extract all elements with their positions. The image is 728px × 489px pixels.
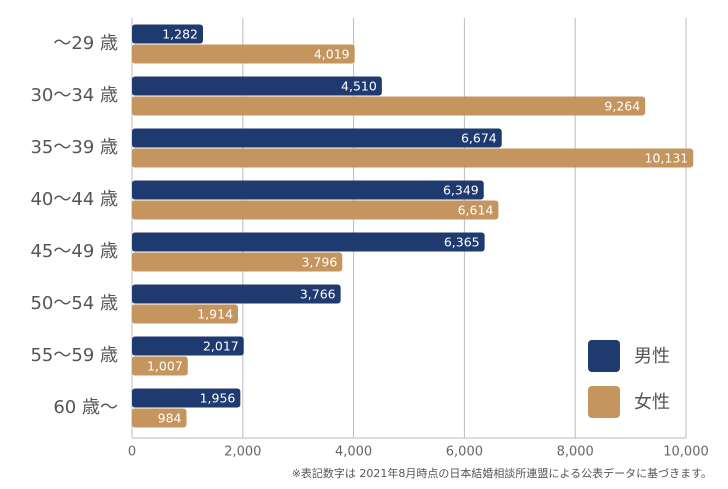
bar bbox=[132, 252, 343, 272]
value-label: 9,264 bbox=[604, 99, 640, 114]
bar bbox=[132, 336, 244, 356]
value-label: 6,614 bbox=[458, 203, 494, 218]
value-label: 10,131 bbox=[645, 151, 689, 166]
value-label: 6,674 bbox=[461, 131, 497, 146]
category-label: 40～44 歳 bbox=[30, 189, 118, 210]
x-tick-label: 10,000 bbox=[663, 445, 709, 460]
value-label: 1,007 bbox=[147, 359, 183, 374]
x-tick-label: 8,000 bbox=[557, 445, 594, 460]
category-label: ～29 歳 bbox=[53, 33, 118, 54]
footnote: ※表記数字は 2021年8月時点の日本結婚相談所連盟による公表データに基づきます… bbox=[292, 466, 712, 480]
bar bbox=[132, 200, 499, 220]
value-label: 4,019 bbox=[314, 47, 350, 62]
legend-label: 女性 bbox=[634, 392, 670, 413]
bar bbox=[132, 24, 204, 44]
legend-label: 男性 bbox=[634, 346, 670, 367]
bar bbox=[132, 408, 187, 428]
value-label: 3,766 bbox=[300, 287, 336, 302]
bar bbox=[132, 96, 646, 116]
value-label: 6,349 bbox=[443, 183, 479, 198]
value-label: 1,914 bbox=[197, 307, 233, 322]
legend-swatch bbox=[588, 386, 620, 418]
x-tick-label: 4,000 bbox=[335, 445, 372, 460]
bar bbox=[132, 180, 484, 200]
value-label: 6,365 bbox=[444, 235, 480, 250]
value-label: 2,017 bbox=[203, 339, 239, 354]
bar bbox=[132, 356, 188, 376]
category-label: 50～54 歳 bbox=[30, 293, 118, 314]
category-label: 60 歳～ bbox=[53, 397, 118, 418]
bar bbox=[132, 148, 694, 168]
bar bbox=[132, 128, 502, 148]
value-label: 1,282 bbox=[162, 27, 198, 42]
category-label: 30～34 歳 bbox=[30, 85, 118, 106]
value-label: 3,796 bbox=[302, 255, 338, 270]
value-label: 984 bbox=[158, 411, 182, 426]
category-label: 55～59 歳 bbox=[30, 345, 118, 366]
bar bbox=[132, 76, 382, 96]
bar bbox=[132, 304, 239, 324]
x-tick-label: 0 bbox=[128, 445, 136, 460]
legend-swatch bbox=[588, 340, 620, 372]
category-label: 45～49 歳 bbox=[30, 241, 118, 262]
x-tick-label: 6,000 bbox=[446, 445, 483, 460]
value-label: 1,956 bbox=[200, 391, 236, 406]
bar bbox=[132, 388, 241, 408]
x-tick-label: 2,000 bbox=[224, 445, 261, 460]
bar bbox=[132, 44, 355, 64]
bar bbox=[132, 232, 485, 252]
bar bbox=[132, 284, 341, 304]
category-label: 35～39 歳 bbox=[30, 137, 118, 158]
value-label: 4,510 bbox=[341, 79, 377, 94]
